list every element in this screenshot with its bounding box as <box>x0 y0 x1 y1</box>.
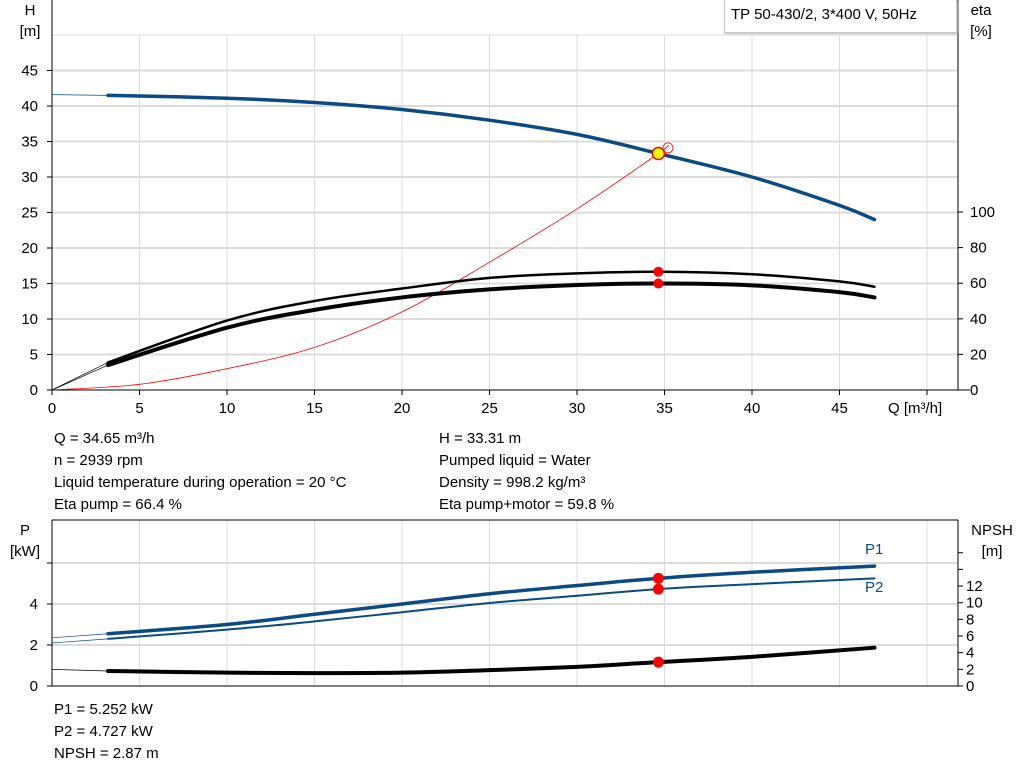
curve-P1 <box>106 564 877 636</box>
duty-point-npsh <box>652 656 664 668</box>
x-tick-label: 0 <box>48 400 56 417</box>
system-curve-end-marker <box>662 142 674 154</box>
y-axis-unit: [m] <box>20 23 41 40</box>
curve-eta-pump-motor-extrapolated <box>51 364 109 391</box>
y2-tick-label: 6 <box>966 628 974 645</box>
y-tick-label: 25 <box>21 205 38 222</box>
x-tick-label: 10 <box>219 400 236 417</box>
liquid-temperature-value: Liquid temperature during operation = 20… <box>54 474 347 491</box>
y2-tick-label: 12 <box>966 578 983 595</box>
y2-tick-label: 4 <box>966 645 974 662</box>
duty-point-eta-pump <box>653 266 664 277</box>
x-tick-label: 15 <box>306 400 323 417</box>
y-tick-label: 15 <box>21 276 38 293</box>
y2-axis-unit: [m] <box>982 543 1003 560</box>
y-tick-label: 5 <box>30 347 38 364</box>
curve-eta-pump-motor <box>106 281 877 368</box>
curve-NPSH <box>106 645 877 676</box>
y2-tick-label: 80 <box>970 240 987 257</box>
density-value: Density = 998.2 kg/m³ <box>439 474 586 491</box>
speed-value: n = 2939 rpm <box>54 452 143 469</box>
p2-value: P2 = 4.727 kW <box>54 723 153 740</box>
y-tick-label: 20 <box>21 240 38 257</box>
x-tick-label: 30 <box>569 400 586 417</box>
y2-tick-label: 60 <box>970 275 987 292</box>
y-tick-label: 10 <box>21 311 38 328</box>
npsh-value: NPSH = 2.87 m <box>54 745 159 762</box>
curve-eta-pump <box>106 270 876 364</box>
duty-point-p2 <box>652 583 664 595</box>
flow-value: Q = 34.65 m³/h <box>54 430 155 447</box>
y-tick-label: 2 <box>30 637 38 654</box>
pumped-liquid-value: Pumped liquid = Water <box>439 452 591 469</box>
x-tick-label: 20 <box>394 400 411 417</box>
y-axis-label: H <box>25 2 36 19</box>
y2-tick-label: 20 <box>970 346 987 363</box>
info-left: Q = 34.65 m³/h n = 2939 rpm Liquid tempe… <box>54 428 346 516</box>
x-tick-label: 35 <box>656 400 673 417</box>
curve-P1-extrapolated <box>51 633 109 639</box>
y2-axis-unit: [%] <box>970 23 992 40</box>
y-axis-unit: [kW] <box>10 543 40 560</box>
y2-tick-label: 40 <box>970 311 987 328</box>
y-axis-label: P <box>20 522 30 539</box>
y-tick-label: 4 <box>30 596 38 613</box>
info-bottom: P1 = 5.252 kW P2 = 4.727 kW NPSH = 2.87 … <box>54 699 159 765</box>
curve-H-extrapolated <box>51 94 109 96</box>
curve-P2-extrapolated <box>51 638 109 644</box>
y-tick-label: 0 <box>30 678 38 695</box>
y2-axis-label: eta <box>971 2 993 19</box>
eta-pump-motor-value: Eta pump+motor = 59.8 % <box>439 496 615 513</box>
y2-tick-label: 8 <box>966 611 974 628</box>
p1-value: P1 = 5.252 kW <box>54 701 153 718</box>
curve-P2 <box>107 577 876 640</box>
system-curve <box>51 144 669 391</box>
y2-tick-label: 100 <box>970 204 995 221</box>
head-value: H = 33.31 m <box>439 430 522 447</box>
y2-axis-label: NPSH <box>971 522 1013 539</box>
curve-H <box>106 93 877 222</box>
info-right: H = 33.31 m Pumped liquid = Water Densit… <box>439 428 614 516</box>
y-tick-label: 0 <box>30 382 38 399</box>
x-tick-label: 40 <box>744 400 761 417</box>
curve-label-P2: P2 <box>865 579 883 596</box>
duty-point-eta-pump-motor <box>653 278 664 289</box>
y-tick-label: 35 <box>21 134 38 151</box>
duty-point-head <box>651 146 666 161</box>
x-tick-label: 5 <box>135 400 143 417</box>
chart-title: TP 50-430/2, 3*400 V, 50Hz <box>724 0 957 33</box>
y-tick-label: 45 <box>21 63 38 80</box>
curve-eta-pump-extrapolated <box>51 362 109 391</box>
y2-tick-label: 0 <box>970 382 978 399</box>
y-tick-label: 30 <box>21 169 38 186</box>
eta-pump-value: Eta pump = 66.4 % <box>54 496 182 513</box>
y2-tick-label: 0 <box>966 678 974 695</box>
x-tick-label: 45 <box>831 400 848 417</box>
curve-NPSH-extrapolated <box>51 668 109 672</box>
y2-tick-label: 10 <box>966 595 983 612</box>
curve-label-P1: P1 <box>865 541 883 558</box>
y-tick-label: 40 <box>21 98 38 115</box>
x-axis-label: Q [m³/h] <box>888 400 942 417</box>
x-tick-label: 25 <box>481 400 498 417</box>
duty-point-p1 <box>652 572 664 584</box>
y2-tick-label: 2 <box>966 661 974 678</box>
